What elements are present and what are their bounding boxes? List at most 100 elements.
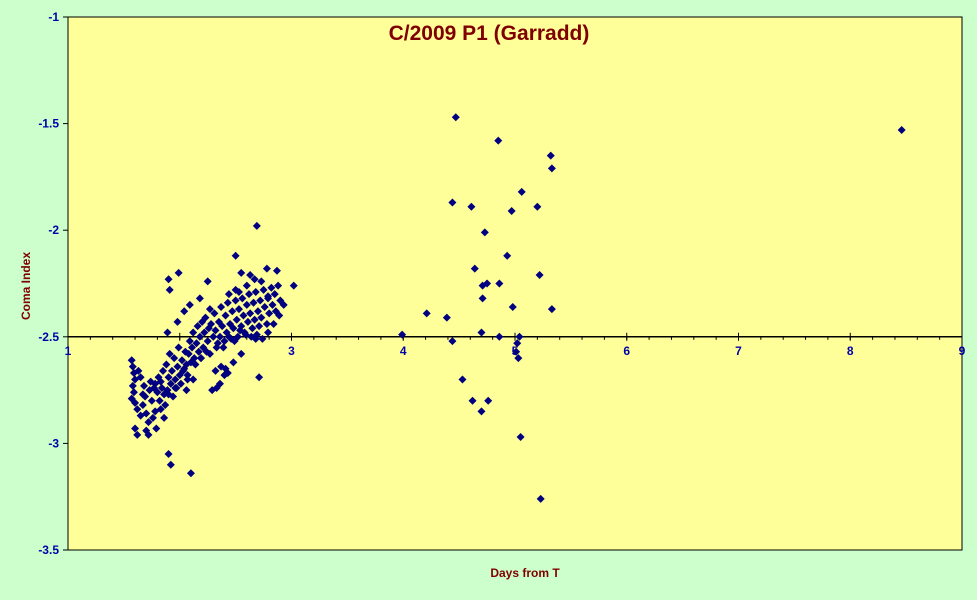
data-point [144,418,153,427]
data-point [203,277,212,286]
data-point [242,281,251,290]
data-point [547,164,556,173]
data-point [176,379,185,388]
data-point [422,309,431,318]
data-point [166,460,175,469]
y-axis-title: Coma Index [19,252,33,320]
data-point [195,332,204,341]
data-point [243,317,252,326]
data-point [232,315,241,324]
y-tick-label: -3.5 [38,543,59,557]
data-point [203,337,212,346]
data-point [185,300,194,309]
data-point [546,151,555,160]
data-point [180,307,189,316]
data-point [136,373,145,382]
data-point [127,356,136,365]
data-point [257,277,266,286]
data-point [272,266,281,275]
data-point [274,281,283,290]
data-point [234,305,243,314]
data-point [495,332,504,341]
data-point [249,298,258,307]
data-point [234,288,243,297]
data-point [514,354,523,363]
data-point [223,369,232,378]
data-point [217,302,226,311]
data-point [201,313,210,322]
data-point [133,405,142,414]
data-point [141,392,150,401]
data-point [237,349,246,358]
data-point [259,285,268,294]
data-point [448,337,457,346]
data-point [196,354,205,363]
data-point [194,347,203,356]
data-point [448,198,457,207]
data-point [262,264,271,273]
data-point [512,347,521,356]
data-point [156,377,165,386]
data-point [183,375,192,384]
data-point [213,339,222,348]
data-point [238,294,247,303]
data-point [533,202,542,211]
x-tick-label: 6 [623,344,630,358]
data-point [189,375,198,384]
x-tick-label: 9 [959,344,966,358]
data-point [180,364,189,373]
data-point [205,305,214,314]
data-point [211,366,220,375]
data-point [248,324,257,333]
data-point [451,113,460,122]
data-point [251,288,260,297]
data-point [480,228,489,237]
data-point [191,360,200,369]
data-point [494,136,503,145]
data-point [483,279,492,288]
data-point [252,330,261,339]
data-point [224,332,233,341]
data-point [139,381,148,390]
x-axis-title: Days from T [490,566,560,580]
data-point [182,386,191,395]
data-point [484,396,493,405]
data-point [219,343,228,352]
data-point [138,401,147,410]
data-point [173,362,182,371]
x-tick-label: 7 [735,344,742,358]
data-point [215,332,224,341]
data-point [442,313,451,322]
data-point [256,296,265,305]
data-point [897,125,906,134]
data-point [264,328,273,337]
data-point [477,328,486,337]
data-point [192,339,201,348]
data-point [134,366,143,375]
data-point [547,305,556,314]
data-point [195,294,204,303]
data-point [516,433,525,442]
data-point [236,326,245,335]
data-point [128,381,137,390]
data-point [508,302,517,311]
data-point [209,332,218,341]
y-tick-label: -2 [48,223,59,237]
data-point [166,379,175,388]
data-point [189,328,198,337]
y-tick-label: -3 [48,436,59,450]
x-tick-label: 8 [847,344,854,358]
data-point [174,268,183,277]
data-point [207,320,216,329]
data-point [174,343,183,352]
data-point [477,407,486,416]
data-point [517,187,526,196]
data-point [267,283,276,292]
data-point [270,290,279,299]
x-tick-label: 4 [400,344,407,358]
data-point [148,413,157,422]
data-point [467,202,476,211]
data-point [262,320,271,329]
